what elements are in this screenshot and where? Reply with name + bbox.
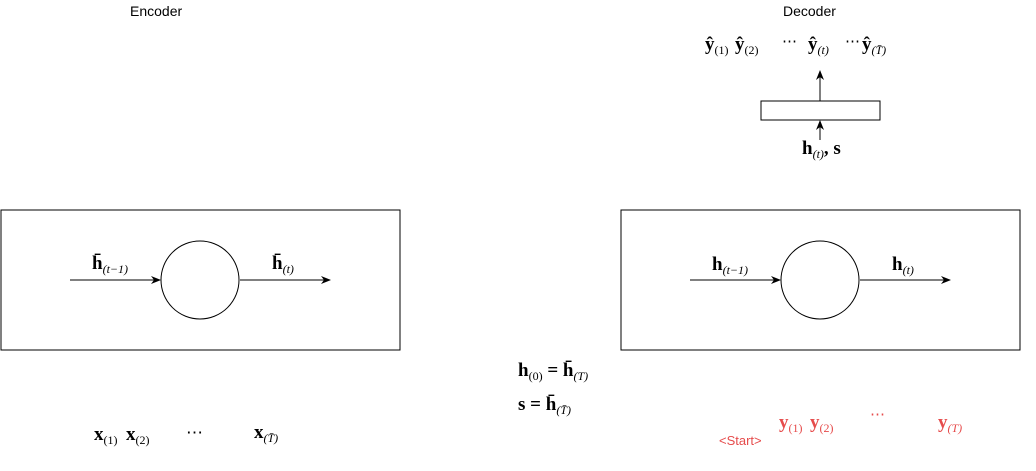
decoder-target-ellipsis: ⋯ [870, 407, 885, 423]
decoder-output-yt: ŷ(t) [808, 34, 829, 57]
start-token: <Start> [719, 433, 762, 448]
decoder-output-ellipsis-1: ⋯ [782, 34, 797, 50]
decoder-rnn-cell [780, 240, 860, 320]
encoder-prev-hidden-label: h̄(t−1) [92, 253, 129, 276]
decoder-output-ellipsis-2: ⋯ [845, 34, 860, 50]
projection-input-label: h(t), s [802, 138, 841, 161]
encoder-rnn-cell [160, 240, 240, 320]
decoder-target-y2: y(2) [810, 412, 834, 435]
decoder-prev-hidden-label: h(t−1) [712, 254, 749, 277]
decoder-target-yT: y(T) [938, 412, 963, 435]
decoder-title: Decoder [783, 3, 836, 19]
initial-state-equation: h(0) = h̄(T) [518, 360, 589, 383]
encoder-box [0, 209, 401, 351]
context-vector-equation: s = h̄(T̄) [518, 394, 571, 417]
output-projection-layer [760, 100, 881, 121]
encoder-input-xT: x(T̄) [254, 422, 279, 445]
decoder-target-y1: y(1) [779, 412, 803, 435]
decoder-box [620, 209, 1021, 351]
decoder-hidden-label: h(t) [892, 254, 914, 277]
encoder-input-x1: x(1) [94, 424, 118, 447]
decoder-output-yT: ŷ(T̄) [862, 34, 887, 57]
encoder-input-ellipsis: ⋯ [186, 423, 203, 442]
encoder-hidden-label: h̄(t) [272, 253, 294, 276]
encoder-title: Encoder [130, 3, 183, 19]
encoder-input-x2: x(2) [126, 424, 150, 447]
decoder-output-y2: ŷ(2) [735, 34, 759, 57]
decoder-output-y1: ŷ(1) [705, 34, 729, 57]
